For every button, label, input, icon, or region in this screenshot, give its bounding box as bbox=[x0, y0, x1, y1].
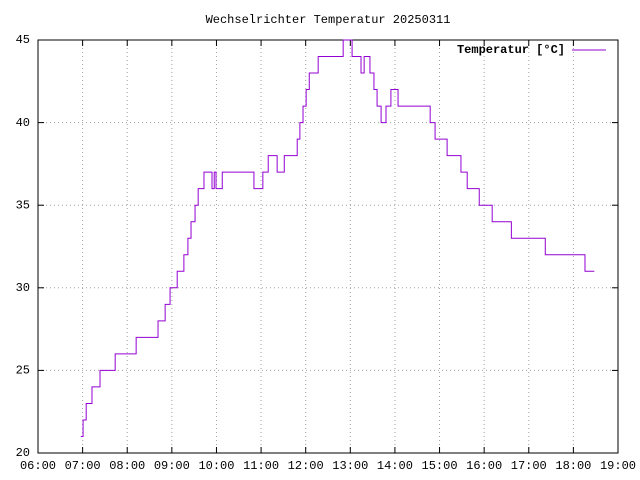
x-tick-label: 13:00 bbox=[332, 459, 368, 473]
y-tick-label: 30 bbox=[16, 281, 30, 295]
x-tick-label: 14:00 bbox=[377, 459, 413, 473]
x-tick-label: 12:00 bbox=[288, 459, 324, 473]
x-tick-label: 18:00 bbox=[555, 459, 591, 473]
x-tick-label: 16:00 bbox=[466, 459, 502, 473]
y-tick-label: 25 bbox=[16, 364, 30, 378]
x-tick-label: 11:00 bbox=[243, 459, 279, 473]
plot-border bbox=[37, 39, 619, 454]
x-tick-label: 08:00 bbox=[109, 459, 145, 473]
x-tick-label: 10:00 bbox=[198, 459, 234, 473]
y-tick-label: 40 bbox=[16, 116, 30, 130]
legend-label: Temperatur [°C] bbox=[457, 43, 565, 57]
x-tick-label: 09:00 bbox=[154, 459, 190, 473]
x-tick-label: 19:00 bbox=[600, 459, 636, 473]
y-tick-label: 45 bbox=[16, 33, 30, 47]
x-tick-label: 06:00 bbox=[20, 459, 56, 473]
chart-title: Wechselrichter Temperatur 20250311 bbox=[206, 13, 451, 27]
series-line bbox=[80, 39, 595, 437]
x-tick-label: 17:00 bbox=[511, 459, 547, 473]
x-tick-label: 15:00 bbox=[422, 459, 458, 473]
y-tick-label: 35 bbox=[16, 198, 30, 212]
y-tick-label: 20 bbox=[16, 446, 30, 460]
x-tick-label: 07:00 bbox=[65, 459, 101, 473]
